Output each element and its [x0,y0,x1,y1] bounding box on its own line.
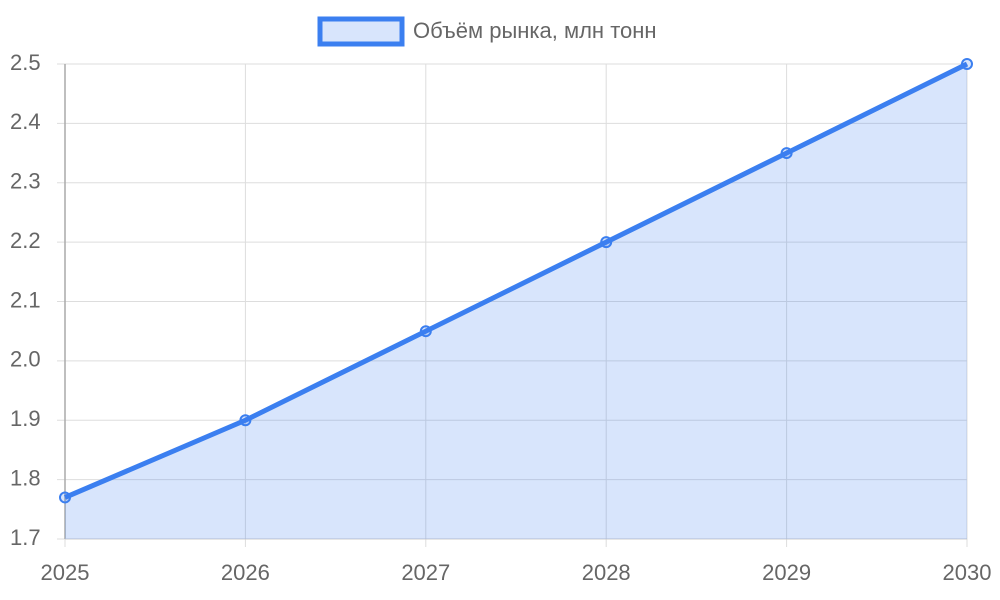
legend-swatch [317,16,405,47]
y-tick-label: 2.1 [10,287,41,312]
legend-label: Объём рынка, млн тонн [413,18,657,43]
x-tick-label: 2030 [943,560,992,585]
point [961,58,973,70]
point [59,491,71,504]
y-tick-label: 2.4 [10,109,41,134]
y-tick-label: 2.3 [10,169,41,194]
line [64,61,969,500]
point [419,325,432,338]
x-tick-label: 2026 [221,560,270,585]
point [239,414,252,427]
y-tick-label: 1.7 [10,525,41,550]
x-tick-label: 2025 [41,560,90,585]
x-tick-label: 2029 [762,560,811,585]
x-tick-label: 2027 [401,560,450,585]
y-tick-label: 1.9 [10,406,41,431]
x-tick-label: 2028 [582,560,631,585]
point [600,236,613,249]
y-tick-label: 1.8 [10,465,41,490]
y-tick-label: 2.2 [10,228,41,253]
point [780,147,793,160]
area [65,64,967,539]
y-tick-label: 2.5 [10,50,41,75]
y-tick-label: 2.0 [10,347,41,372]
